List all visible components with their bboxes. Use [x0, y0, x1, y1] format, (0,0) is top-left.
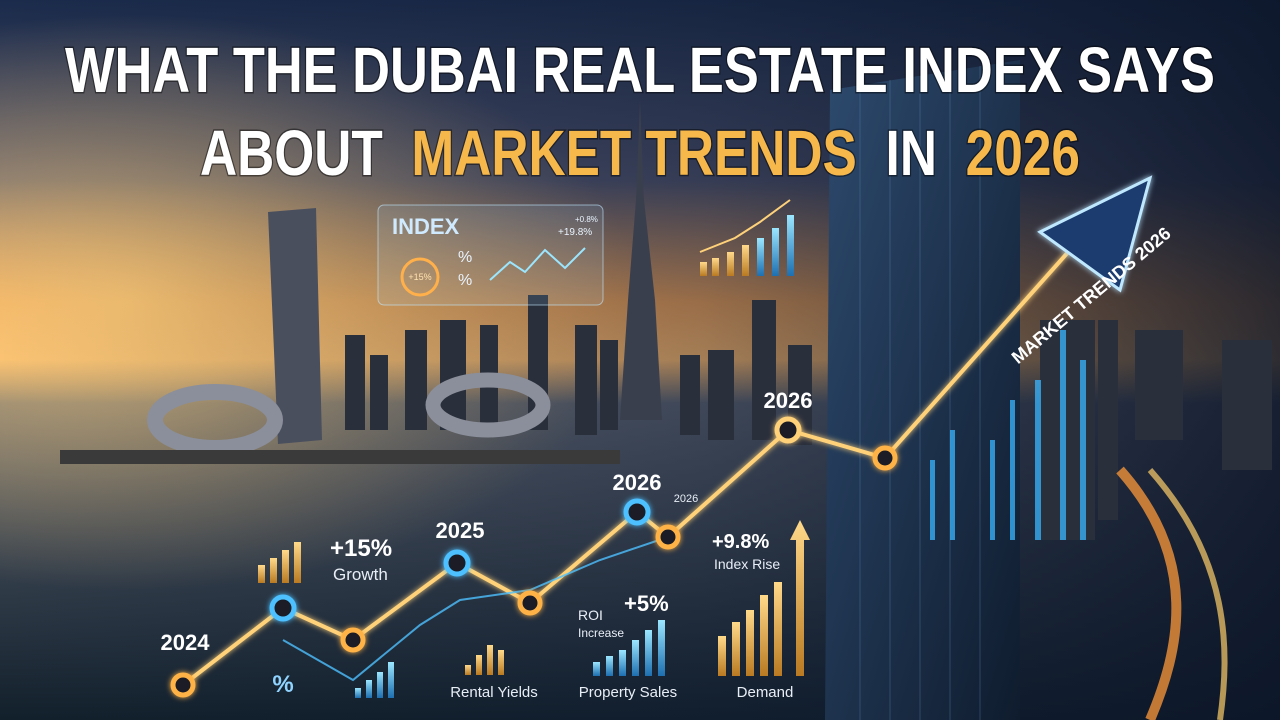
burj-tower: [620, 100, 662, 420]
callout-label: Property Sales: [579, 684, 677, 701]
panel-ring-value: +15%: [408, 272, 431, 282]
title-highlight: 2026: [966, 117, 1080, 189]
panel-heading: INDEX: [392, 214, 460, 239]
callout-label: Rental Yields: [450, 684, 538, 701]
title-line-2: ABOUT MARKET TRENDS IN 2026: [200, 117, 1080, 189]
museum-ring: [147, 384, 283, 456]
panel-percent: %: [458, 249, 472, 266]
glass-tower: [825, 60, 1020, 720]
twisted-tower: [268, 208, 322, 444]
skyline: [345, 295, 1272, 540]
year-label: 2025: [436, 518, 485, 543]
trend-line: [181, 203, 1112, 687]
title-word: ABOUT: [200, 117, 383, 189]
panel-percent: %: [458, 272, 472, 289]
trend-arrow: [1037, 175, 1153, 293]
year-label: 2024: [161, 630, 211, 655]
callout-value: +9.8%: [712, 531, 769, 553]
callout-value: +15%: [330, 535, 392, 562]
light-trail: [1116, 466, 1182, 720]
waterfront: [60, 450, 620, 464]
title-word: IN: [886, 117, 937, 189]
panel-change: +19.8%: [558, 227, 592, 238]
title-highlight: MARKET TRENDS: [411, 117, 856, 189]
callout-label: Increase: [578, 626, 624, 640]
callout-label: ROI: [578, 607, 603, 623]
index-panel: [377, 204, 604, 306]
callout-label: Growth: [333, 565, 388, 584]
callout-label: Demand: [737, 684, 794, 701]
year-label: 2026: [764, 388, 813, 413]
callout-label: Index Rise: [714, 556, 780, 572]
callout-bars: [258, 520, 810, 698]
trend-nodes: [170, 416, 898, 698]
museum-ring: [425, 372, 551, 438]
year-label: 2026: [613, 470, 662, 495]
neon-bars: [930, 330, 1086, 540]
light-trail: [1147, 468, 1228, 720]
callout-value: +5%: [624, 591, 669, 616]
title-line-1: WHAT THE DUBAI REAL ESTATE INDEX SAYS: [65, 34, 1215, 106]
secondary-line: [282, 536, 669, 682]
mini-chart: [699, 199, 794, 276]
callout-value: %: [272, 671, 293, 698]
year-label-small: 2026: [674, 493, 698, 505]
panel-change: +0.8%: [575, 215, 598, 224]
